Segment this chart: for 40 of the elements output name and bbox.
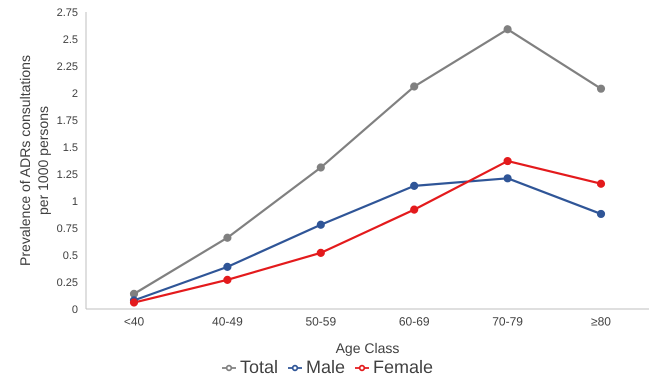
x-tick-label: 60-69 bbox=[398, 314, 430, 329]
y-tick-label: 0.75 bbox=[56, 222, 78, 235]
legend-label: Female bbox=[373, 357, 434, 377]
point bbox=[316, 248, 325, 257]
point bbox=[596, 210, 606, 218]
y-tick-label: 1.75 bbox=[56, 114, 78, 127]
point bbox=[223, 262, 232, 271]
point bbox=[223, 234, 232, 242]
point bbox=[316, 220, 325, 229]
x-tick-label: 40-49 bbox=[212, 314, 244, 329]
point bbox=[410, 182, 418, 190]
y-tick-label: 2 bbox=[72, 88, 78, 100]
x-tick-label: ≥80 bbox=[591, 314, 612, 329]
point bbox=[410, 82, 418, 91]
y-tick-label: 1.5 bbox=[62, 142, 78, 154]
point bbox=[596, 84, 606, 93]
point bbox=[130, 290, 138, 298]
point bbox=[410, 206, 418, 214]
x-axis-title: Age Class bbox=[336, 340, 400, 356]
y-axis-title: Prevalence of ADRs consultations per 1000 persons bbox=[17, 55, 51, 266]
y-tick-label: 2.75 bbox=[56, 6, 78, 19]
x-tick-label: 50-59 bbox=[305, 314, 336, 329]
y-tick-label: 0 bbox=[72, 304, 78, 316]
y-tick-label: 2.5 bbox=[62, 34, 78, 46]
point bbox=[504, 25, 512, 34]
x-tick-label: <40 bbox=[124, 314, 144, 329]
y-tick-label: 0.25 bbox=[56, 276, 78, 289]
point bbox=[130, 298, 138, 307]
point bbox=[504, 156, 512, 166]
point bbox=[316, 163, 325, 172]
y-tick-label: 1 bbox=[72, 196, 78, 208]
point bbox=[223, 276, 232, 284]
y-tick-label: 2.25 bbox=[56, 60, 78, 73]
y-tick-label: 0.5 bbox=[62, 250, 78, 262]
y-tick-label: 1.25 bbox=[56, 168, 78, 181]
x-tick-label: 70-79 bbox=[492, 314, 524, 329]
legend-label: Male bbox=[306, 357, 345, 377]
point bbox=[596, 180, 606, 188]
point bbox=[504, 174, 512, 182]
legend-label: Total bbox=[240, 357, 278, 377]
